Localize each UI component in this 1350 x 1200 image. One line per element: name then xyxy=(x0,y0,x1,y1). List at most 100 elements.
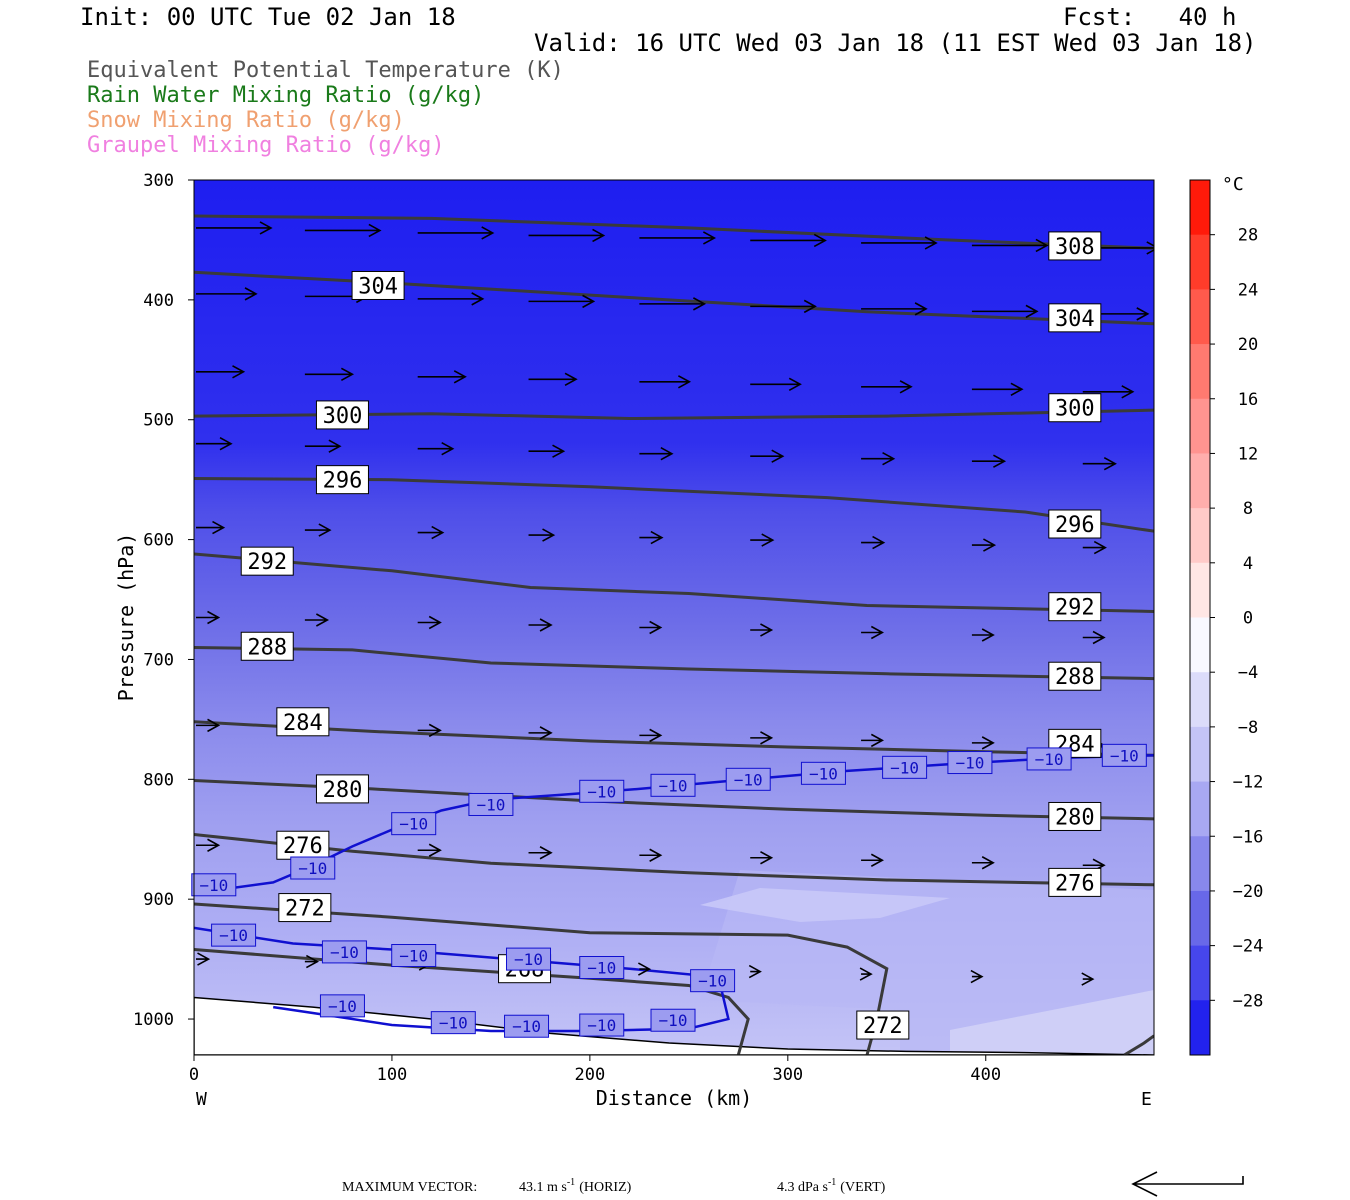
wind-vector xyxy=(861,236,938,250)
warm-pocket xyxy=(700,888,950,922)
terrain-below-ground xyxy=(194,996,1154,1055)
wind-vector xyxy=(417,292,485,306)
isotherm-label: −10 xyxy=(809,764,838,783)
y-tick-label: 500 xyxy=(143,411,174,431)
colorbar-bin xyxy=(1190,672,1210,728)
legend-item: Snow Mixing Ratio (g/kg) xyxy=(87,108,405,133)
isotherm-label-box xyxy=(690,969,736,993)
wind-vector xyxy=(196,287,258,301)
max-vector-vert-exp: -1 xyxy=(828,1177,836,1188)
wind-vector xyxy=(1082,385,1135,399)
theta-e-label: 308 xyxy=(1055,235,1095,260)
theta-e-label: 280 xyxy=(1055,805,1095,830)
wind-vector xyxy=(196,718,221,733)
isotherm-label-box xyxy=(579,956,625,979)
x-axis-ticks: 0 100 200 300 400 xyxy=(189,1055,1001,1085)
max-vector-horiz-exp: -1 xyxy=(567,1177,575,1188)
colorbar-bin xyxy=(1190,890,1210,947)
max-vector-vert-unit: (VERT) xyxy=(840,1180,885,1195)
colorbar-label: −28 xyxy=(1233,991,1264,1011)
forecast-hour: Fcst: 40 h xyxy=(1063,3,1236,31)
x-tick-label: 300 xyxy=(772,1065,803,1085)
isotherm-label: −10 xyxy=(512,1017,541,1036)
isotherm-label: −10 xyxy=(890,758,919,777)
theta-e-label-box xyxy=(1048,867,1102,897)
theta-e-label: 272 xyxy=(863,1014,903,1039)
theta-e-label-box xyxy=(240,546,294,576)
colorbar-label: 20 xyxy=(1238,335,1258,355)
isotherm-label-box xyxy=(882,755,928,779)
wind-vector xyxy=(417,370,467,384)
colorbar-bin xyxy=(1190,562,1210,618)
y-tick-label: 800 xyxy=(143,770,174,790)
isotherm-label: −10 xyxy=(1035,750,1064,769)
colorbar-bin xyxy=(1190,726,1210,783)
theta-e-label-box xyxy=(276,707,330,737)
y-axis-label: Pressure (hPa) xyxy=(114,533,138,702)
init-time: Init: 00 UTC Tue 02 Jan 18 xyxy=(80,3,456,31)
max-vector-annotation: MAXIMUM VECTOR: 43.1 m s-1 (HORIZ) 4.3 dP… xyxy=(342,1171,1244,1197)
x-tick-label: 0 xyxy=(189,1065,199,1085)
colorbar-label: 0 xyxy=(1243,609,1253,629)
field-legend: Equivalent Potential Temperature (K)Rain… xyxy=(87,58,564,158)
isotherm-label-box xyxy=(506,947,552,971)
wind-vector xyxy=(637,962,652,976)
wind-vector xyxy=(1082,540,1107,555)
isotherm-label-box xyxy=(947,751,993,775)
wind-vector xyxy=(750,377,802,391)
isotherm-label: −10 xyxy=(514,950,543,969)
wind-vector xyxy=(1081,972,1095,986)
theta-e-label: 292 xyxy=(247,550,287,575)
wind-vector xyxy=(750,623,774,637)
max-vector-horiz-unit: (HORIZ) xyxy=(579,1180,631,1195)
max-vector-vert-value: 4.3 dPa s xyxy=(777,1180,828,1195)
wind-vector xyxy=(528,528,556,542)
isotherm-label-box xyxy=(319,994,365,1018)
wind-vector xyxy=(750,533,775,547)
wind-vector xyxy=(528,726,553,740)
wind-vector xyxy=(859,967,873,981)
wind-vector xyxy=(528,444,566,458)
theta-e-label-box xyxy=(240,631,294,661)
theta-e-label-box xyxy=(276,830,330,860)
isotherm-label-box xyxy=(725,767,771,791)
legend-item: Rain Water Mixing Ratio (g/kg) xyxy=(87,83,484,108)
wind-vector xyxy=(861,302,928,316)
isotherm-label: −10 xyxy=(328,997,357,1016)
theta-e-label-box xyxy=(278,893,332,923)
theta-e-label: 288 xyxy=(1055,665,1095,690)
theta-e-label: 276 xyxy=(283,834,323,859)
y-tick-label: 300 xyxy=(143,171,174,191)
y-tick-label: 600 xyxy=(143,531,174,551)
isotherm-labels: −10 −10 −10 −10 −10 −10 −10 −10 −10 −10 −10 −10 −10 −… xyxy=(191,743,1147,1038)
isotherm-label: −10 xyxy=(659,1011,688,1030)
wind-vector xyxy=(196,838,221,852)
wind-vector xyxy=(528,846,553,860)
colorbar-label: −20 xyxy=(1233,882,1264,902)
isotherm-label: −10 xyxy=(330,943,359,962)
colorbar-label: 4 xyxy=(1243,554,1253,574)
wind-vector xyxy=(639,848,663,862)
wind-vector xyxy=(970,969,984,984)
wind-vector xyxy=(639,530,664,545)
isotherm-label: −10 xyxy=(587,782,616,801)
theta-e-label: 276 xyxy=(1055,871,1095,896)
theta-e-label-box xyxy=(1048,303,1102,333)
isotherm-label-box xyxy=(650,1008,696,1032)
isotherm-label: −10 xyxy=(1110,746,1139,765)
wind-vector xyxy=(861,535,886,550)
colorbar-label: 16 xyxy=(1238,390,1258,410)
y-tick-label: 1000 xyxy=(133,1010,174,1030)
isotherm-label: −10 xyxy=(199,876,228,895)
wind-vector xyxy=(748,964,762,979)
max-vector-horiz-value: 43.1 m s xyxy=(519,1180,567,1195)
theta-e-label-box xyxy=(1048,661,1102,691)
wind-vector xyxy=(528,228,606,243)
wind-vector xyxy=(417,843,442,857)
isotherm-label: −10 xyxy=(298,859,327,878)
wind-vector xyxy=(861,853,884,867)
x-tick-label: 200 xyxy=(575,1065,606,1085)
max-vector-vert: 4.3 dPa s-1 (VERT) xyxy=(777,1177,886,1195)
colorbar-label: −16 xyxy=(1233,827,1264,847)
